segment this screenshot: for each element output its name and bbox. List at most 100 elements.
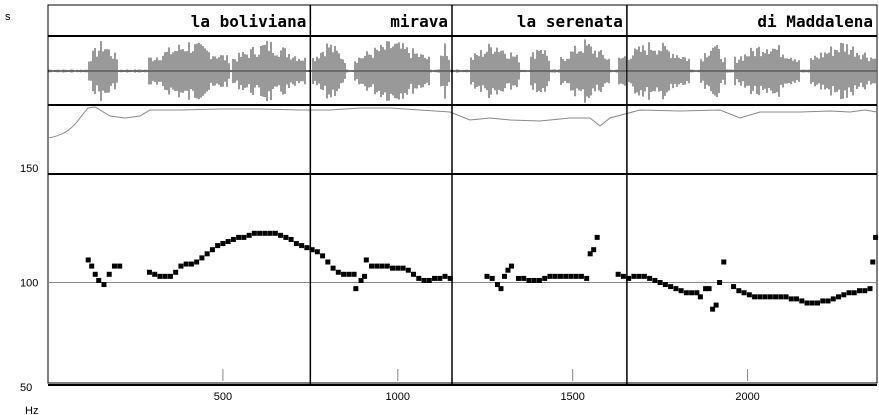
pitch-point [400, 265, 406, 271]
pitch-point [809, 300, 815, 306]
pitch-point [204, 251, 210, 257]
pitch-point [346, 271, 352, 277]
pitch-point [536, 277, 542, 283]
pitch-point [484, 273, 490, 279]
chart-frame [47, 4, 878, 384]
pitch-point [668, 284, 674, 290]
pitch-point [188, 261, 194, 267]
pitch-point [494, 282, 500, 288]
top-left-unit-label: s [5, 11, 11, 23]
pitch-point [521, 275, 527, 281]
pitch-point [262, 230, 268, 236]
pitch-point [246, 232, 252, 238]
pitch-point [820, 298, 826, 304]
x-tick-label: 500 [214, 391, 232, 403]
x-axis-ticks: 500 1000 1500 2000 [214, 369, 760, 403]
x-tick-label: 2000 [735, 391, 759, 403]
pitch-point [762, 294, 768, 300]
pitch-point [620, 273, 626, 279]
pitch-point [167, 273, 173, 279]
pitch-point [647, 275, 653, 281]
pitch-point [713, 302, 719, 308]
pitch-point [568, 273, 574, 279]
pitch-point [220, 241, 226, 247]
pitch-point [531, 277, 537, 283]
y-tick-label: 50 [20, 382, 32, 394]
pitch-point [257, 230, 263, 236]
pitch-point [584, 275, 590, 281]
pitch-point [578, 273, 584, 279]
pitch-point [846, 290, 852, 296]
pitch-point [194, 259, 200, 265]
pitch-point [652, 277, 658, 283]
pitch-point [731, 284, 737, 290]
pitch-point [641, 273, 647, 279]
pitch-point [325, 259, 331, 265]
pitch-point [278, 232, 284, 238]
pitch-point [251, 230, 257, 236]
pitch-point [757, 294, 763, 300]
pitch-point [721, 259, 727, 265]
pitch-point [841, 292, 847, 298]
pitch-point [508, 263, 514, 269]
pitch-point [395, 265, 401, 271]
pitch-point [341, 271, 347, 277]
pitch-point [183, 261, 189, 267]
pitch-point [752, 294, 758, 300]
pitch-point [111, 263, 117, 269]
segment-label: la boliviana [191, 12, 307, 31]
pitch-point [815, 300, 821, 306]
pitch-point [498, 286, 504, 292]
y-tick-label: 100 [20, 278, 38, 290]
pitch-point [591, 247, 597, 253]
pitch-point [309, 247, 315, 253]
pitch-point [351, 271, 357, 277]
pitch-point [199, 255, 205, 261]
pitch-point [778, 294, 784, 300]
pitch-point [230, 236, 236, 242]
pitch-point [411, 271, 417, 277]
pitch-point [851, 290, 857, 296]
pitch-point [96, 277, 102, 283]
pitch-point [363, 257, 369, 263]
pitch-point [241, 234, 247, 240]
pitch-point [626, 275, 632, 281]
pitch-point [825, 298, 831, 304]
pitch-point [146, 269, 152, 275]
pitch-point [799, 298, 805, 304]
pitch-point [573, 273, 579, 279]
pitch-point [209, 247, 215, 253]
pitch-point [267, 230, 273, 236]
pitch-point [353, 286, 359, 292]
segment-label: la serenata [517, 12, 623, 31]
pitch-point [288, 236, 294, 242]
intensity-contour [47, 106, 878, 139]
pitch-point [526, 277, 532, 283]
pitch-point [299, 243, 305, 249]
pitch-point [783, 294, 789, 300]
pitch-point [384, 263, 390, 269]
pitch-point [437, 275, 443, 281]
pitch-point [836, 294, 842, 300]
pitch-point [157, 273, 163, 279]
pitch-point [631, 273, 637, 279]
pitch-point [857, 288, 863, 294]
pitch-point [442, 273, 448, 279]
pitch-point [314, 249, 320, 255]
pitch-point [416, 275, 422, 281]
y-axis-ticks: 150 100 50 [20, 163, 38, 394]
pitch-point [673, 286, 679, 292]
pitch-point [615, 271, 621, 277]
pitch-point [152, 271, 158, 277]
y-tick-label: 150 [20, 163, 38, 175]
pitch-point [432, 275, 438, 281]
pitch-point [703, 286, 709, 292]
pitch-point [405, 267, 411, 273]
pitch-point [489, 275, 495, 281]
pitch-point [335, 269, 341, 275]
pitch-point [870, 259, 876, 265]
pitch-point [92, 271, 98, 277]
pitch-point [873, 234, 879, 240]
pitch-point [272, 230, 278, 236]
pitch-point [515, 275, 521, 281]
